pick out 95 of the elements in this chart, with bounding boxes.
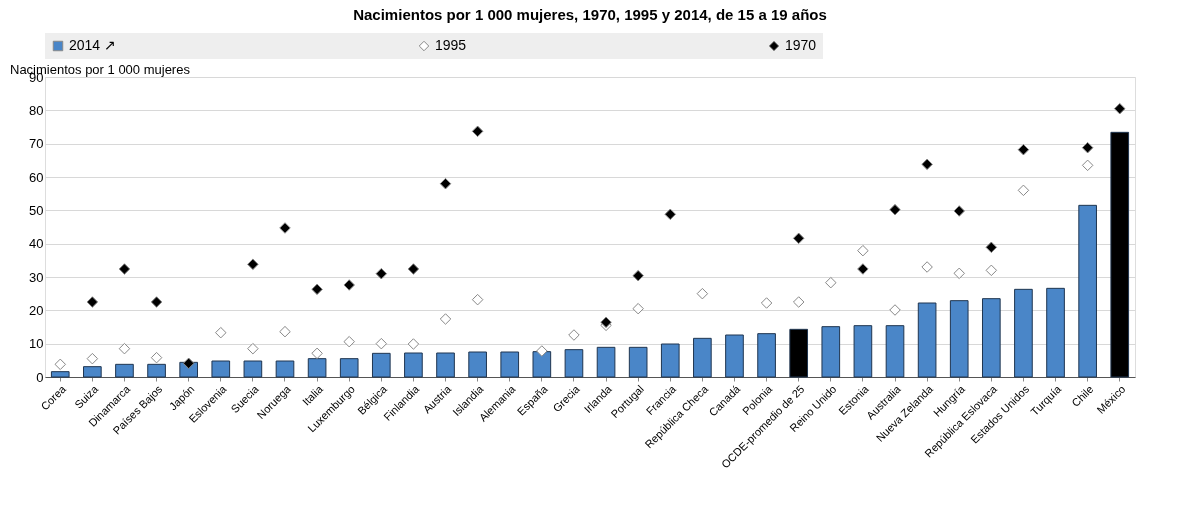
point bbox=[953, 205, 965, 217]
bar bbox=[83, 366, 102, 378]
bar bbox=[532, 351, 552, 378]
point bbox=[375, 267, 388, 280]
y-tick-label: 60 bbox=[29, 169, 44, 185]
point bbox=[825, 276, 837, 289]
y-tick-label: 40 bbox=[29, 236, 44, 252]
point bbox=[407, 338, 420, 350]
point bbox=[247, 342, 259, 355]
bar bbox=[115, 363, 134, 378]
point bbox=[118, 342, 131, 355]
bar bbox=[436, 352, 455, 378]
legend-label: 1970 bbox=[785, 37, 817, 53]
point bbox=[889, 203, 901, 216]
bar bbox=[468, 351, 487, 378]
bar bbox=[339, 358, 359, 378]
point bbox=[343, 335, 355, 348]
bar bbox=[725, 334, 744, 378]
point bbox=[536, 345, 548, 357]
point bbox=[215, 326, 227, 339]
bar bbox=[147, 363, 166, 378]
bar bbox=[885, 325, 905, 378]
point bbox=[439, 177, 452, 190]
point bbox=[760, 297, 773, 309]
point bbox=[407, 263, 420, 275]
point bbox=[632, 269, 644, 282]
point bbox=[921, 158, 933, 171]
point bbox=[471, 125, 484, 138]
bar bbox=[50, 371, 70, 378]
point bbox=[311, 347, 323, 360]
point bbox=[857, 244, 869, 257]
point bbox=[375, 337, 388, 350]
point bbox=[857, 263, 869, 275]
bar bbox=[564, 349, 584, 378]
point bbox=[343, 279, 355, 291]
bar bbox=[1046, 287, 1065, 378]
bar bbox=[1078, 204, 1097, 378]
point bbox=[471, 293, 484, 306]
bar bbox=[917, 302, 937, 378]
point bbox=[54, 358, 66, 371]
point bbox=[792, 296, 805, 308]
bar bbox=[982, 298, 1001, 378]
point bbox=[1114, 102, 1126, 115]
bar bbox=[500, 351, 520, 378]
bar bbox=[853, 325, 873, 378]
point bbox=[792, 232, 805, 245]
point bbox=[279, 222, 291, 234]
bar bbox=[949, 300, 969, 378]
point bbox=[953, 267, 965, 280]
point bbox=[1081, 159, 1094, 172]
point bbox=[632, 302, 644, 315]
point bbox=[921, 261, 933, 273]
point bbox=[985, 264, 998, 277]
bar bbox=[660, 343, 680, 378]
y-tick-label: 70 bbox=[29, 136, 44, 152]
point bbox=[889, 304, 901, 316]
point bbox=[247, 258, 259, 271]
bar bbox=[628, 346, 648, 378]
bar bbox=[211, 360, 231, 378]
bar bbox=[821, 326, 841, 378]
bar bbox=[371, 352, 391, 378]
bar bbox=[757, 333, 776, 378]
point bbox=[150, 296, 163, 308]
y-tick-label: 20 bbox=[29, 302, 44, 318]
point bbox=[664, 208, 677, 221]
y-tick-label: 0 bbox=[36, 369, 44, 385]
bar bbox=[789, 328, 809, 378]
bar bbox=[275, 360, 295, 378]
point bbox=[439, 313, 452, 325]
point bbox=[985, 241, 998, 254]
bar bbox=[404, 352, 423, 378]
y-tick-label: 30 bbox=[29, 269, 44, 285]
legend-label: 2014 ↗ bbox=[69, 37, 117, 53]
bar bbox=[596, 346, 616, 378]
bar bbox=[693, 337, 712, 378]
bar bbox=[1014, 288, 1033, 378]
point bbox=[696, 287, 709, 300]
point bbox=[118, 263, 131, 275]
y-tick-label: 50 bbox=[29, 202, 44, 218]
point bbox=[150, 351, 163, 364]
bar bbox=[1110, 131, 1130, 378]
point bbox=[279, 325, 291, 338]
y-tick-label: 10 bbox=[29, 336, 44, 352]
point bbox=[86, 296, 99, 308]
bar bbox=[307, 358, 327, 378]
point bbox=[1017, 184, 1030, 197]
y-tick-label: 80 bbox=[29, 102, 44, 118]
point bbox=[1081, 141, 1094, 154]
chart-title: Nacimientos por 1 000 mujeres, 1970, 1995 y 2014, de 15 a 19 años bbox=[353, 6, 827, 23]
point bbox=[86, 352, 99, 365]
point bbox=[311, 283, 323, 296]
legend-label: 1995 bbox=[435, 37, 467, 53]
point bbox=[1017, 143, 1030, 156]
bar bbox=[243, 360, 263, 378]
point bbox=[568, 329, 580, 341]
